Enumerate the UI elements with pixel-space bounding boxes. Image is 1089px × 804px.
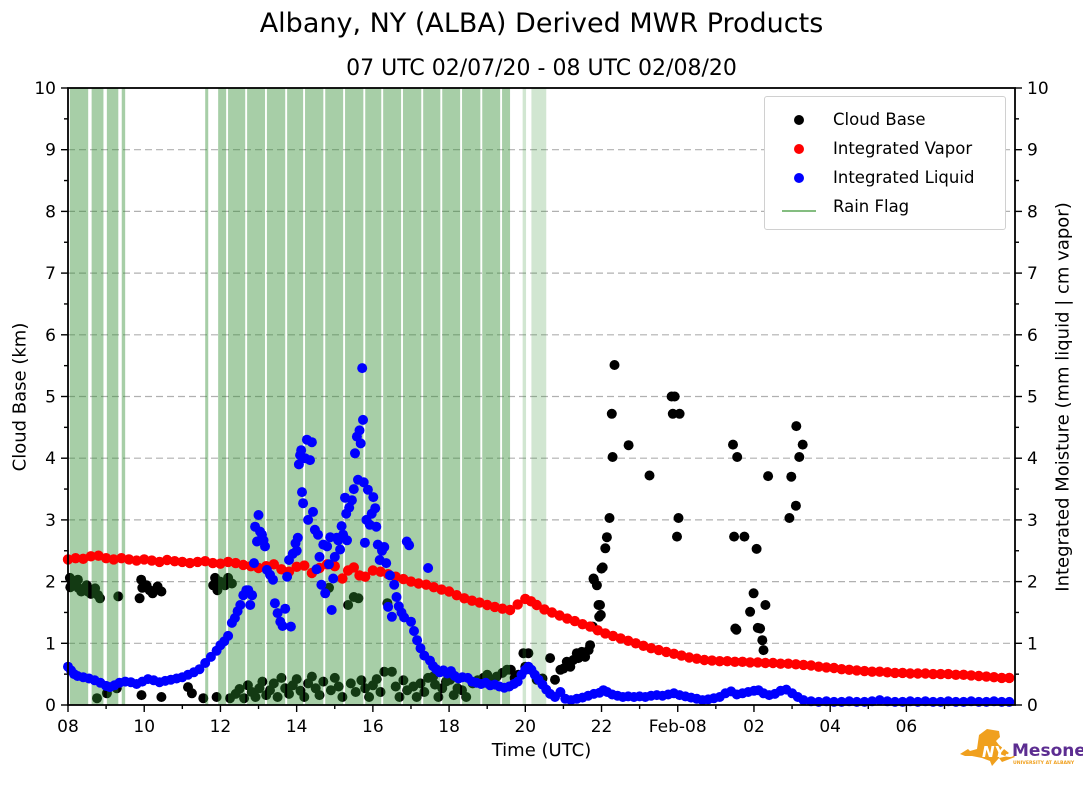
rain-flag-band (91, 88, 104, 705)
rain-flag-band (462, 88, 481, 705)
legend-label: Cloud Base (833, 110, 926, 129)
rain-flag-band (205, 88, 209, 705)
legend-label: Integrated Liquid (833, 168, 975, 187)
svg-text:3: 3 (1027, 511, 1038, 531)
series-integrated-liquid (63, 363, 1015, 707)
rain-flag-band (502, 88, 511, 705)
new-york-state-icon (960, 729, 1015, 766)
svg-text:10: 10 (133, 717, 155, 737)
svg-text:02: 02 (743, 717, 765, 737)
svg-text:5: 5 (1027, 388, 1038, 408)
integrated-vapor-dot-icon (779, 139, 819, 158)
axis-ticks: 08 10 12 14 16 18 20 22 Feb-08 02 04 060 01 12 23 34 45 5… (34, 79, 1048, 737)
rain-flag-band (106, 88, 119, 705)
legend-item-cloud-base: Cloud Base (779, 105, 995, 134)
rain-flag-band (482, 88, 501, 705)
svg-text:20: 20 (514, 717, 536, 737)
svg-text:0: 0 (1027, 696, 1038, 716)
svg-text:3: 3 (45, 511, 56, 531)
svg-text:9: 9 (1027, 141, 1038, 161)
rain-flag-band (365, 88, 382, 705)
legend-item-integrated-vapor: Integrated Vapor (779, 134, 995, 163)
rain-flag-band (383, 88, 402, 705)
svg-text:5: 5 (45, 388, 56, 408)
svg-text:6: 6 (45, 326, 56, 346)
rain-flag-bands (69, 88, 547, 705)
svg-text:2: 2 (45, 573, 56, 593)
rain-flag-band (287, 88, 304, 705)
svg-text:7: 7 (45, 264, 56, 284)
svg-text:4: 4 (1027, 449, 1038, 469)
svg-text:7: 7 (1027, 264, 1038, 284)
rain-flag-band (228, 88, 246, 705)
svg-text:08: 08 (57, 717, 79, 737)
rain-flag-band (247, 88, 266, 705)
y-axis-right-label: Integrated Moisture (mm liquid | cm vapo… (1052, 202, 1074, 592)
legend: Cloud Base Integrated Vapor Integrated L… (764, 96, 1006, 230)
legend-label: Rain Flag (833, 197, 910, 216)
rain-flag-band (522, 88, 527, 705)
rain-flag-band (423, 88, 441, 705)
rain-flag-band (402, 88, 422, 705)
legend-label: Integrated Vapor (833, 139, 973, 158)
svg-text:Feb-08: Feb-08 (649, 717, 707, 737)
rain-flag-band (266, 88, 286, 705)
svg-text:8: 8 (1027, 202, 1038, 222)
svg-text:1: 1 (1027, 634, 1038, 654)
svg-text:10: 10 (34, 79, 56, 99)
rain-flag-band (345, 88, 364, 705)
integrated-liquid-dot-icon (779, 168, 819, 187)
svg-text:12: 12 (210, 717, 232, 737)
rain-flag-band (442, 88, 461, 705)
svg-text:NYS: NYS (982, 743, 1016, 761)
rain-flag-band (121, 88, 126, 705)
svg-text:6: 6 (1027, 326, 1038, 346)
svg-text:06: 06 (896, 717, 918, 737)
svg-text:UNIVERSITY AT ALBANY: UNIVERSITY AT ALBANY (1013, 760, 1075, 766)
svg-text:22: 22 (591, 717, 613, 737)
chart-subtitle: 07 UTC 02/07/20 - 08 UTC 02/08/20 (346, 56, 737, 81)
svg-text:4: 4 (45, 449, 56, 469)
svg-text:10: 10 (1027, 79, 1049, 99)
series-cloud-base (64, 360, 808, 704)
cloud-base-dot-icon (779, 110, 819, 129)
svg-text:0: 0 (45, 696, 56, 716)
rain-flag-band (531, 88, 547, 705)
series-integrated-vapor (62, 550, 1015, 684)
rain-flag-band (69, 88, 89, 705)
x-axis-label: Time (UTC) (491, 740, 592, 761)
svg-text:18: 18 (438, 717, 460, 737)
y-axis-left-label: Cloud Base (km) (9, 322, 31, 472)
rain-flag-band (218, 88, 227, 705)
rain-flag-line-icon (779, 197, 819, 216)
legend-item-integrated-liquid: Integrated Liquid (779, 163, 995, 192)
svg-text:16: 16 (362, 717, 384, 737)
svg-text:04: 04 (819, 717, 841, 737)
svg-text:14: 14 (286, 717, 308, 737)
svg-text:1: 1 (45, 634, 56, 654)
legend-item-rain-flag: Rain Flag (779, 192, 995, 221)
rain-flag-band (305, 88, 324, 705)
nys-mesonet-logo: NYS Mesonet UNIVERSITY AT ALBANY (960, 729, 1083, 766)
chart-title: Albany, NY (ALBA) Derived MWR Products (259, 8, 824, 39)
svg-text:8: 8 (45, 202, 56, 222)
svg-text:2: 2 (1027, 573, 1038, 593)
svg-text:9: 9 (45, 141, 56, 161)
svg-text:Mesonet: Mesonet (1012, 741, 1083, 761)
plot-border (67, 87, 1016, 706)
